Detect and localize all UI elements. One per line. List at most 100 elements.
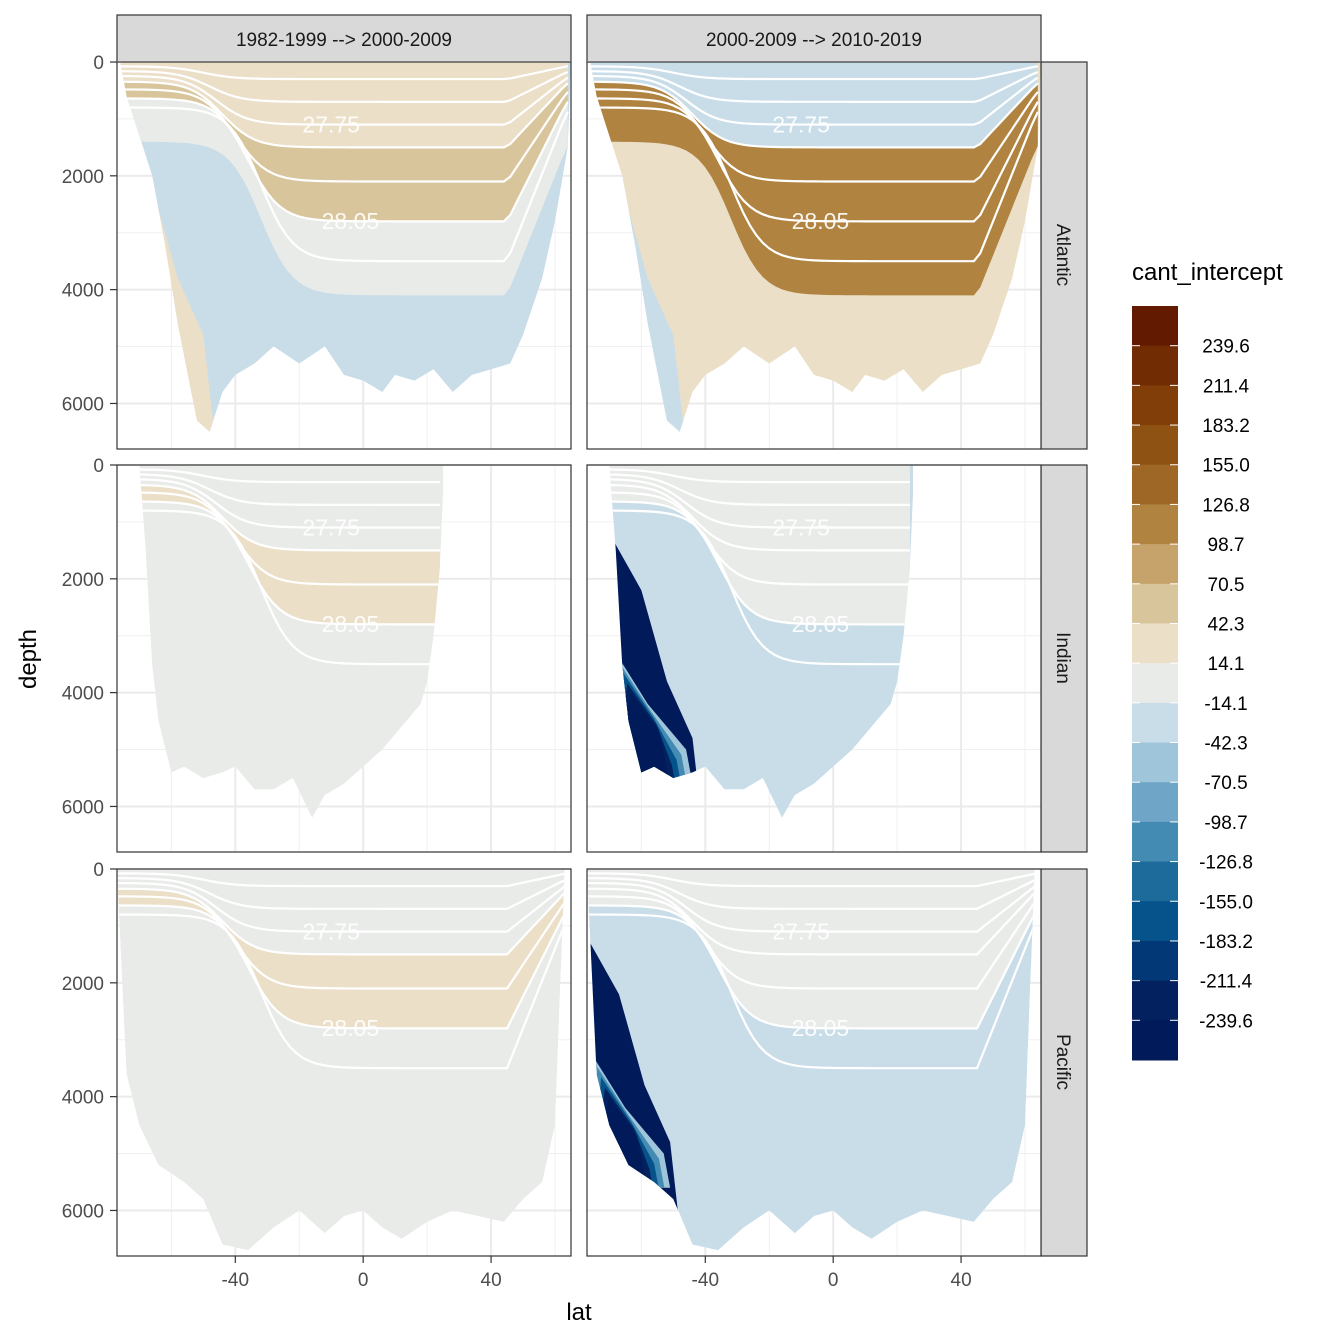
field-intermediate-layer <box>609 484 910 625</box>
isopycnal-label: 27.75 <box>772 112 830 138</box>
y-tick-label: 6000 <box>62 1201 104 1222</box>
y-tick-label: 2000 <box>62 167 104 188</box>
legend-label: -70.5 <box>1204 773 1247 794</box>
isopycnal-line <box>139 478 440 529</box>
legend-title: cant_intercept <box>1132 259 1283 286</box>
legend-label: 70.5 <box>1208 575 1245 596</box>
legend-label: -155.0 <box>1199 892 1253 913</box>
y-axes: 0 2000 4000 6000 0 2000 4000 6000 0 2000 4000 6000 <box>62 53 117 1222</box>
legend-label: -42.3 <box>1204 734 1247 755</box>
isopycnal-line <box>590 70 1039 103</box>
x-axis-title: lat <box>566 1299 592 1326</box>
x-tick-label: 40 <box>951 1270 972 1291</box>
field-deep-layer <box>609 501 910 699</box>
legend-color-swatch <box>1132 345 1178 386</box>
field-intermediate-layer <box>117 888 565 1029</box>
isopycnal-line <box>587 913 1035 1070</box>
isopycnal-line <box>120 74 569 126</box>
isopycnal-line <box>117 913 565 1070</box>
isopycnal-line <box>120 106 569 263</box>
panel-border <box>586 868 1042 1257</box>
panel-border <box>116 61 572 450</box>
panel-field: 27.75 28.05 <box>117 869 565 1251</box>
y-tick-label: 0 <box>93 860 104 881</box>
legend-color-swatch <box>1132 544 1178 585</box>
legend-color-swatch <box>1132 306 1178 347</box>
isopycnal-line <box>120 80 569 149</box>
isopycnal-line <box>120 88 569 183</box>
field-intermediate-layer <box>590 81 1038 222</box>
ocean-field <box>117 869 565 1251</box>
isopycnal-label: 28.05 <box>322 611 380 637</box>
y-tick-label: 4000 <box>62 281 104 302</box>
legend-color-swatch <box>1132 702 1178 744</box>
field-upper-layer <box>139 465 440 505</box>
row-strip-pacific: Pacific <box>1040 868 1088 1257</box>
x-axes: -40 0 40 -40 0 40 <box>222 1256 972 1291</box>
panel-border <box>116 464 572 853</box>
field-upper-intermediate <box>139 474 440 551</box>
legend-color-swatch <box>1132 504 1178 545</box>
row-strip-indian: Indian <box>1040 464 1088 853</box>
field-deep-layer <box>120 98 568 296</box>
legend: 239.6 211.4 183.2 155.0 126.8 98.7 70.5 42.3 14.… <box>1132 306 1253 1061</box>
isopycnal-label: 28.05 <box>792 611 850 637</box>
isopycnal-line <box>117 904 565 1030</box>
field-deep-layer <box>587 905 1035 1103</box>
column-strip-2-label: 2000-2009 --> 2010-2019 <box>706 30 922 51</box>
field-upper-layer <box>590 62 1038 102</box>
legend-color-swatch <box>1132 940 1178 982</box>
field-intermediate-layer <box>139 484 440 625</box>
legend-label: 239.6 <box>1202 337 1250 358</box>
isopycnal-line <box>139 468 440 484</box>
field-upper-intermediate <box>117 878 565 955</box>
isopycnal-label: 27.75 <box>772 919 830 945</box>
panel-border <box>116 868 572 1257</box>
field-upper-intermediate <box>590 71 1038 148</box>
legend-label: 155.0 <box>1202 456 1250 477</box>
column-strip-2: 2000-2009 --> 2010-2019 <box>586 14 1042 63</box>
y-tick-label: 6000 <box>62 394 104 415</box>
isopycnal-line <box>587 877 1035 910</box>
legend-label: 14.1 <box>1208 654 1245 675</box>
isopycnal-line <box>587 887 1035 956</box>
row-strip-pacific-label: Pacific <box>1052 1034 1073 1090</box>
isopycnal-line <box>120 65 569 81</box>
field-upper-layer <box>117 869 565 909</box>
legend-label: 183.2 <box>1202 416 1250 437</box>
field-upper-layer <box>609 465 910 505</box>
legend-color-swatch <box>1132 425 1178 466</box>
legend-label: 42.3 <box>1208 614 1245 635</box>
y-tick-label: 6000 <box>62 797 104 818</box>
field-upper-intermediate <box>609 474 910 551</box>
x-tick-label: 40 <box>481 1270 502 1291</box>
y-tick-label: 2000 <box>62 570 104 591</box>
x-tick-label: 0 <box>828 1270 839 1291</box>
panel-atlantic-period-1: 27.75 28.05 <box>116 61 572 450</box>
field-deep-layer <box>590 98 1038 296</box>
isopycnal-label: 27.75 <box>772 515 830 541</box>
panel-border <box>586 61 1042 450</box>
row-strip-indian-label: Indian <box>1052 632 1073 684</box>
isopycnal-line <box>587 872 1035 888</box>
isopycnal-label: 27.75 <box>302 112 360 138</box>
field-upper-layer <box>587 869 1035 909</box>
panel-border <box>586 464 1042 853</box>
isopycnal-line <box>609 468 910 484</box>
isopycnal-line <box>117 881 565 933</box>
isopycnal-line <box>590 106 1039 263</box>
y-tick-label: 4000 <box>62 684 104 705</box>
legend-color-swatch <box>1132 623 1178 664</box>
column-strip-1: 1982-1999 --> 2000-2009 <box>116 14 572 63</box>
isopycnal-line <box>609 509 910 666</box>
legend-label: -14.1 <box>1204 694 1247 715</box>
legend-color-swatch <box>1132 821 1178 863</box>
field-deep-layer <box>117 905 565 1103</box>
legend-color-swatch <box>1132 583 1178 624</box>
isopycnal-line <box>117 887 565 956</box>
field-upper-layer <box>120 62 568 102</box>
isopycnal-line <box>609 500 910 626</box>
field-intermediate-layer <box>120 81 568 222</box>
legend-label: -126.8 <box>1199 853 1253 874</box>
